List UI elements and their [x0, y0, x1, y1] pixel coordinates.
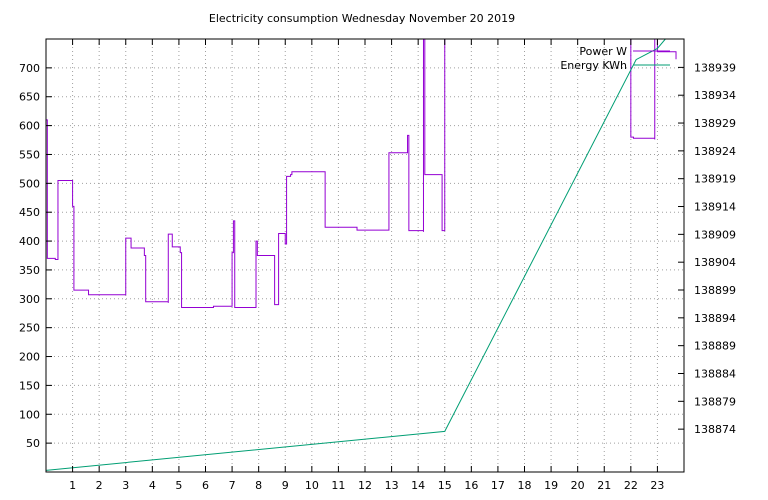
x-tick-label: 4 — [149, 479, 156, 492]
y-left-tick-label: 450 — [19, 206, 40, 219]
y-right-axis-tick-labels: 138874 138879 138884 138889 138894 138899 1389… — [694, 61, 736, 436]
x-tick-label: 12 — [358, 479, 372, 492]
x-tick-label: 19 — [544, 479, 558, 492]
y-right-tick-label: 138899 — [694, 284, 736, 297]
x-tick-label: 13 — [385, 479, 399, 492]
x-tick-label: 5 — [175, 479, 182, 492]
y-right-tick-label: 138904 — [694, 256, 736, 269]
y-right-tick-label: 138924 — [694, 145, 736, 158]
x-tick-label: 2 — [96, 479, 103, 492]
y-left-tick-label: 100 — [19, 408, 40, 421]
legend-label: Energy KWh — [560, 59, 627, 72]
y-left-tick-label: 50 — [26, 437, 40, 450]
x-tick-label: 23 — [650, 479, 664, 492]
y-left-tick-label: 200 — [19, 351, 40, 364]
y-left-axis-tick-labels: 50 100 150 200 250 300 350 400 450 500 550 600 650 70… — [19, 62, 40, 450]
y-left-tick-label: 700 — [19, 62, 40, 75]
x-tick-label: 14 — [411, 479, 425, 492]
x-tick-label: 20 — [571, 479, 585, 492]
x-tick-label: 7 — [229, 479, 236, 492]
x-tick-label: 17 — [491, 479, 505, 492]
x-tick-label: 15 — [438, 479, 452, 492]
axis-ticks — [46, 39, 684, 472]
x-tick-label: 1 — [69, 479, 76, 492]
grid-lines — [46, 39, 684, 472]
series-line-power-w — [46, 39, 677, 308]
y-right-tick-label: 138884 — [694, 367, 736, 380]
y-right-tick-label: 138914 — [694, 201, 736, 214]
legend-label: Power W — [579, 45, 627, 58]
x-tick-label: 21 — [597, 479, 611, 492]
y-left-tick-label: 600 — [19, 120, 40, 133]
x-axis-tick-labels: 1 2 3 4 5 6 7 8 9 10 11 12 13 14 15 16 17 18 19 20 21 22 23 — [69, 479, 664, 492]
y-left-tick-label: 500 — [19, 177, 40, 190]
x-tick-label: 22 — [624, 479, 638, 492]
series-line-energy-kwh — [46, 39, 677, 471]
y-right-tick-label: 138909 — [694, 228, 736, 241]
y-right-tick-label: 138929 — [694, 117, 736, 130]
x-tick-label: 16 — [464, 479, 478, 492]
x-tick-label: 11 — [331, 479, 345, 492]
y-left-tick-label: 350 — [19, 264, 40, 277]
y-right-tick-label: 138919 — [694, 173, 736, 186]
y-left-tick-label: 400 — [19, 235, 40, 248]
y-left-tick-label: 550 — [19, 148, 40, 161]
y-right-tick-label: 138879 — [694, 395, 736, 408]
x-tick-label: 8 — [255, 479, 262, 492]
y-left-tick-label: 650 — [19, 91, 40, 104]
y-right-tick-label: 138874 — [694, 423, 736, 436]
y-right-tick-label: 138934 — [694, 89, 736, 102]
y-right-tick-label: 138894 — [694, 312, 736, 325]
y-left-tick-label: 250 — [19, 322, 40, 335]
y-right-tick-label: 138939 — [694, 61, 736, 74]
y-right-tick-label: 138889 — [694, 340, 736, 353]
y-left-tick-label: 300 — [19, 293, 40, 306]
x-tick-label: 3 — [122, 479, 129, 492]
x-tick-label: 9 — [282, 479, 289, 492]
x-tick-label: 18 — [518, 479, 532, 492]
y-left-tick-label: 150 — [19, 379, 40, 392]
chart-title: Electricity consumption Wednesday Novemb… — [209, 12, 515, 25]
x-tick-label: 6 — [202, 479, 209, 492]
x-tick-label: 10 — [305, 479, 319, 492]
series-lines — [46, 39, 677, 471]
